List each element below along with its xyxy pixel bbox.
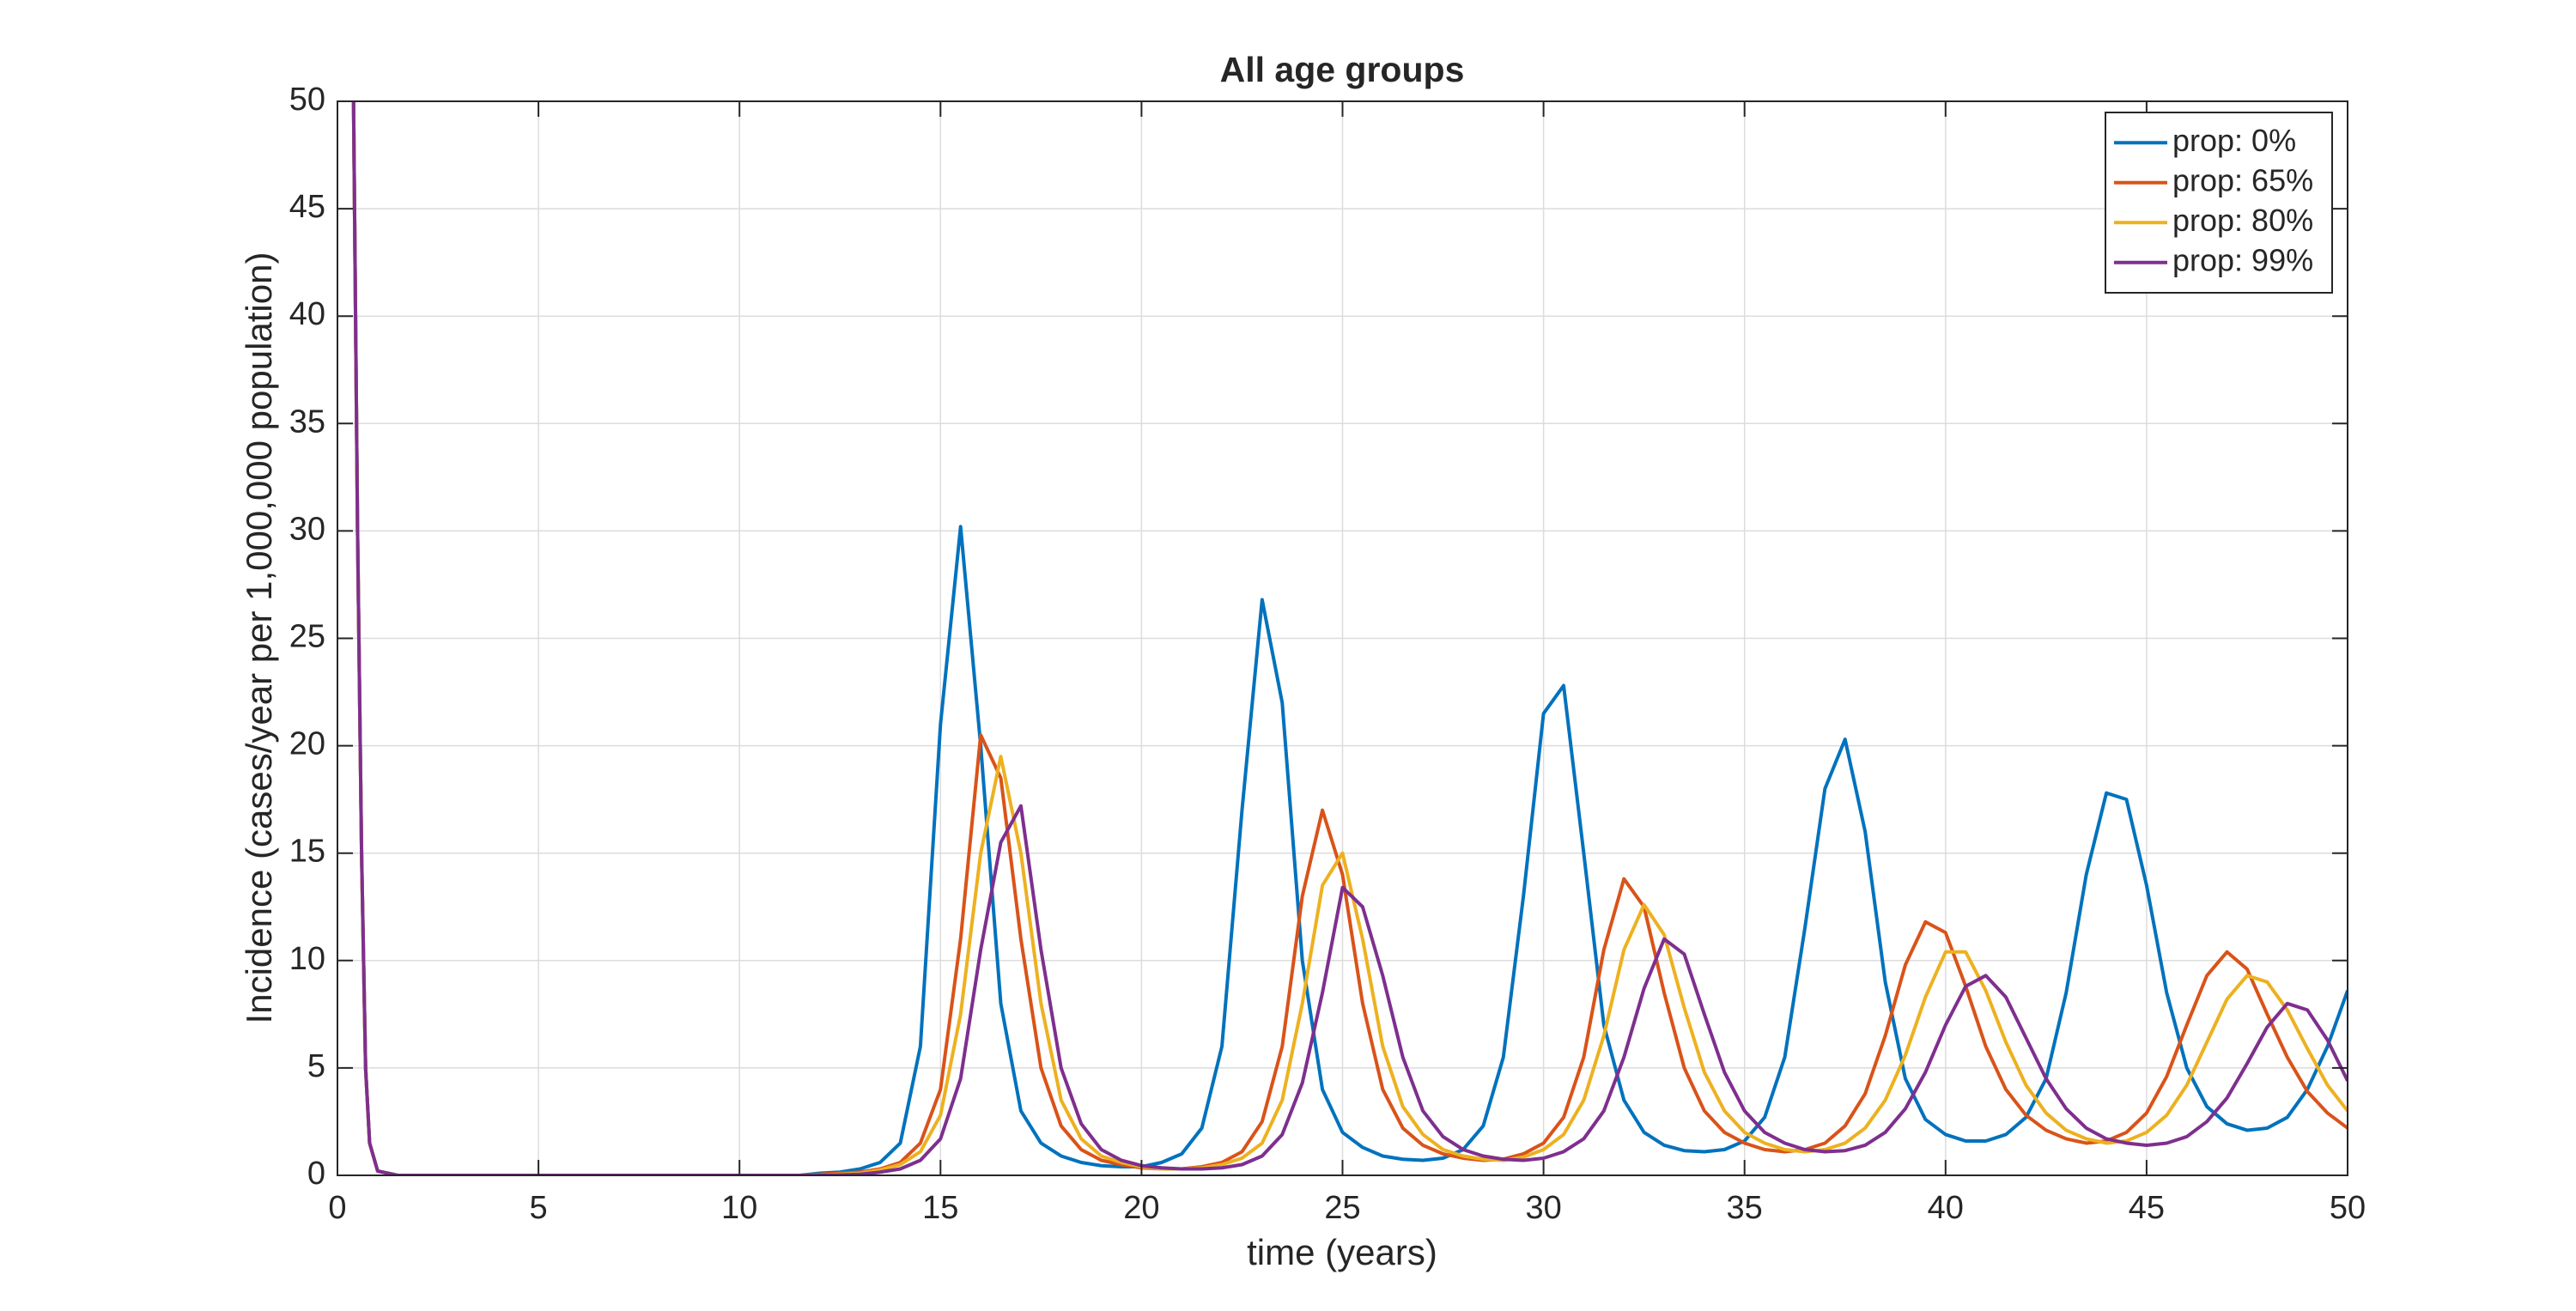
y-tick-label: 30 xyxy=(289,511,325,547)
y-tick-label: 50 xyxy=(289,82,325,118)
x-tick-label: 45 xyxy=(2129,1190,2165,1226)
y-tick-label: 10 xyxy=(289,941,325,977)
ticks: 0 5 10 15 20 25 30 35 40 45 50 0 5 10 15 20 25 30 35 40 45 50 xyxy=(289,82,2366,1226)
x-tick-label: 40 xyxy=(1928,1190,1964,1226)
x-tick-label: 5 xyxy=(530,1190,548,1226)
y-tick-label: 40 xyxy=(289,296,325,332)
y-axis-label: Incidence (cases/year per 1,000,000 popu… xyxy=(239,252,279,1024)
legend-label: prop: 99% xyxy=(2172,242,2313,277)
legend: prop: 0% prop: 65% prop: 80% prop: 99% xyxy=(2105,112,2333,294)
series-line xyxy=(351,101,2348,1175)
x-axis-label: time (years) xyxy=(1247,1232,1437,1272)
legend-label: prop: 65% xyxy=(2172,162,2313,197)
legend-label: prop: 80% xyxy=(2172,203,2313,238)
x-tick-label: 10 xyxy=(721,1190,757,1226)
series-line xyxy=(351,101,2348,1175)
series-line xyxy=(351,101,2348,1175)
x-tick-label: 50 xyxy=(2330,1190,2366,1226)
y-tick-label: 25 xyxy=(289,619,325,655)
x-tick-label: 15 xyxy=(922,1190,958,1226)
x-tick-label: 25 xyxy=(1324,1190,1360,1226)
y-tick-label: 20 xyxy=(289,726,325,762)
legend-label: prop: 0% xyxy=(2172,123,2296,158)
x-tick-label: 0 xyxy=(328,1190,346,1226)
y-tick-label: 5 xyxy=(307,1048,325,1084)
y-tick-label: 0 xyxy=(307,1156,325,1192)
x-tick-label: 30 xyxy=(1525,1190,1561,1226)
x-tick-label: 20 xyxy=(1123,1190,1159,1226)
y-tick-label: 15 xyxy=(289,834,325,870)
y-tick-label: 45 xyxy=(289,189,325,225)
chart-title: All age groups xyxy=(1220,50,1465,89)
x-tick-label: 35 xyxy=(1727,1190,1763,1226)
y-tick-label: 35 xyxy=(289,404,325,440)
series-line xyxy=(351,101,2348,1175)
plot-lines xyxy=(351,101,2348,1175)
